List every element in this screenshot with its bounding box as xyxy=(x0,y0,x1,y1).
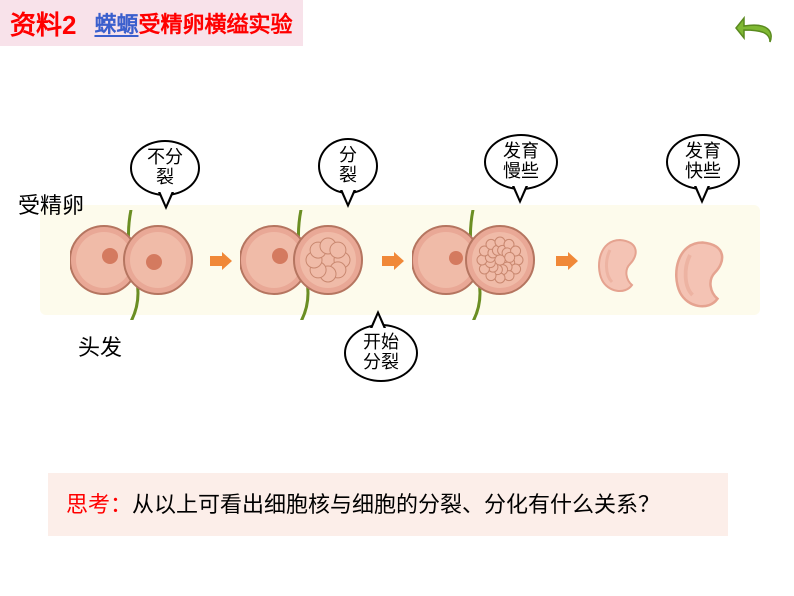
speech-text: 不分 裂 xyxy=(147,148,183,188)
speech-no-split: 不分 裂 xyxy=(130,140,200,196)
question-box: 思考：从以上可看出细胞核与细胞的分裂、分化有什么关系？ xyxy=(48,473,728,536)
speech-fast-dev: 发育 快些 xyxy=(666,134,740,190)
arrow-icon xyxy=(210,252,232,270)
title-link: 蝾螈 xyxy=(94,12,138,37)
speech-tail xyxy=(340,190,356,208)
title-main: 蝾螈受精卵横缢实验 xyxy=(94,7,292,39)
speech-text: 开始 分裂 xyxy=(363,333,399,373)
question-body: 从以上可看出细胞核与细胞的分裂、分化有什么关系？ xyxy=(132,492,660,517)
speech-tail xyxy=(694,186,710,204)
arrow-icon xyxy=(556,252,578,270)
speech-text: 分 裂 xyxy=(339,146,357,186)
speech-tail xyxy=(512,186,528,204)
label-hair: 头发 xyxy=(78,330,122,362)
diagram-area: 受精卵 不分 裂 分 裂 发育 慢些 发育 快些 开始 分裂 头发 xyxy=(0,120,794,390)
return-button[interactable] xyxy=(734,12,776,48)
speech-tail xyxy=(158,192,174,210)
speech-split: 分 裂 xyxy=(318,138,378,194)
title-prefix: 资料2 xyxy=(10,5,76,42)
embryo-stage xyxy=(590,210,760,320)
cell-stage-3 xyxy=(412,210,542,320)
speech-text: 发育 快些 xyxy=(685,142,721,182)
cell-stage-2 xyxy=(240,210,370,320)
cell-stage-1 xyxy=(70,210,200,320)
question-prefix: 思考： xyxy=(66,492,132,517)
speech-tail xyxy=(370,310,386,328)
arrow-icon xyxy=(382,252,404,270)
speech-slow-dev: 发育 慢些 xyxy=(484,134,558,190)
speech-start-split: 开始 分裂 xyxy=(344,324,418,382)
speech-text: 发育 慢些 xyxy=(503,142,539,182)
title-rest: 受精卵横缢实验 xyxy=(138,12,292,37)
title-bar: 资料2 蝾螈受精卵横缢实验 xyxy=(0,0,303,46)
return-icon xyxy=(734,12,776,48)
